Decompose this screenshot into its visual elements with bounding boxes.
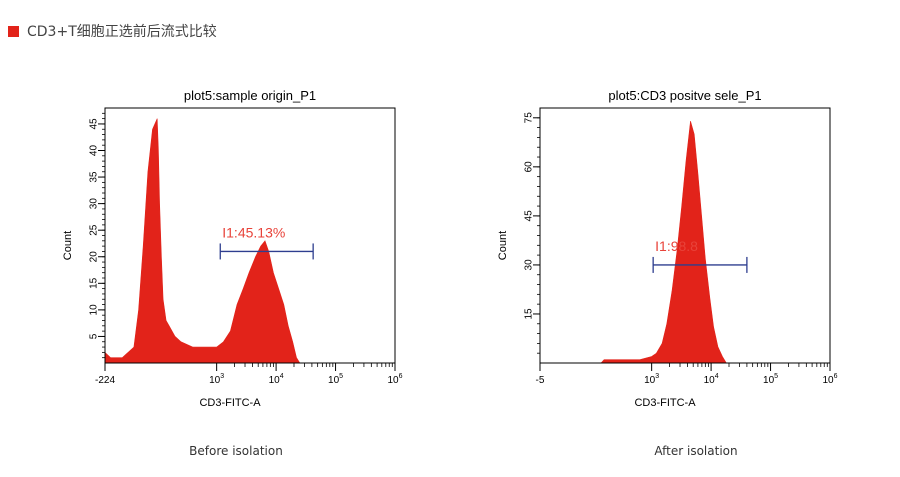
page-title: CD3+T细胞正选前后流式比较 — [27, 24, 217, 40]
x-tick-label: 103 — [209, 373, 224, 386]
chart-title: plot5:CD3 positve sele_P1 — [608, 88, 761, 103]
y-tick-label: 30 — [89, 198, 100, 210]
x-tick-label: 105 — [763, 373, 778, 386]
y-axis-label: Count — [497, 231, 509, 260]
x-axis-label: CD3-FITC-A — [199, 397, 261, 409]
chart-panel-after: plot5:CD3 positve sele_P1 15 30 45 60 75 Count… — [490, 78, 870, 409]
histogram-area — [104, 118, 301, 364]
x-tick-label: -5 — [536, 375, 545, 386]
gate-label: I1:45.13% — [222, 224, 285, 240]
y-tick-label: 25 — [89, 224, 100, 236]
y-tick-label: 60 — [524, 161, 535, 173]
x-tick-label: 104 — [269, 373, 284, 386]
page-header: CD3+T细胞正选前后流式比较 — [8, 22, 217, 40]
y-tick-label: 45 — [524, 210, 535, 222]
histogram-chart-before: plot5:sample origin_P1 5 10 15 20 25 30 35 40 45 C… — [62, 88, 403, 409]
chart-panel-before: plot5:sample origin_P1 5 10 15 20 25 30 35 40 45 C… — [55, 78, 435, 409]
x-tick-label: 106 — [387, 373, 402, 386]
y-tick-label: 20 — [89, 251, 100, 263]
y-tick-label: 35 — [89, 171, 100, 183]
caption-before: Before isolation — [189, 444, 283, 458]
x-tick-label: 105 — [328, 373, 343, 386]
y-tick-label: 75 — [524, 112, 535, 124]
x-tick-label: 106 — [822, 373, 837, 386]
histogram-area — [600, 121, 727, 364]
gate-label: I1:98.8 — [655, 238, 698, 254]
y-tick-label: 15 — [89, 277, 100, 289]
x-tick-label: 103 — [644, 373, 659, 386]
y-axis-label: Count — [62, 231, 74, 260]
x-tick-label: 104 — [704, 373, 719, 386]
x-axis-label: CD3-FITC-A — [634, 397, 696, 409]
histogram-chart-after: plot5:CD3 positve sele_P1 15 30 45 60 75 Count… — [497, 88, 838, 409]
chart-title: plot5:sample origin_P1 — [184, 88, 316, 103]
y-tick-label: 10 — [89, 304, 100, 316]
x-tick-label: -224 — [95, 375, 115, 386]
caption-after: After isolation — [654, 444, 738, 458]
y-tick-label: 15 — [524, 308, 535, 320]
y-tick-label: 45 — [89, 118, 100, 130]
header-accent-square — [8, 25, 19, 37]
y-tick-label: 40 — [89, 145, 100, 157]
y-tick-label: 5 — [89, 333, 100, 339]
y-tick-label: 30 — [524, 259, 535, 271]
